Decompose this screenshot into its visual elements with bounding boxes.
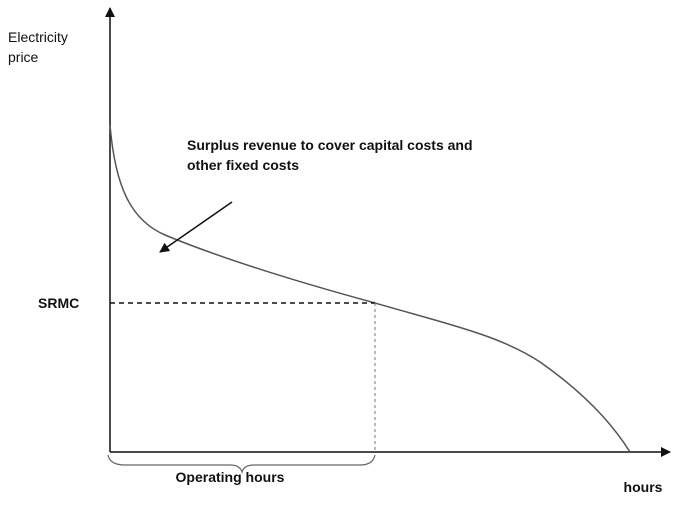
y-axis-label-line: Electricity (8, 29, 68, 45)
y-axis-label: Electricity price (8, 29, 68, 65)
y-axis-label-line: price (8, 49, 39, 65)
brace-label: Operating hours (176, 469, 285, 485)
annotation: Surplus revenue to cover capital costs a… (187, 137, 473, 173)
price-duration-curve (109, 124, 631, 453)
annotation-line: Surplus revenue to cover capital costs a… (187, 137, 473, 153)
annotation-line: other fixed costs (187, 157, 299, 173)
brace (107, 454, 376, 475)
annotation-arrow (159, 201, 233, 253)
x-axis-label: hours (624, 479, 663, 495)
srmc-label: SRMC (38, 295, 79, 311)
